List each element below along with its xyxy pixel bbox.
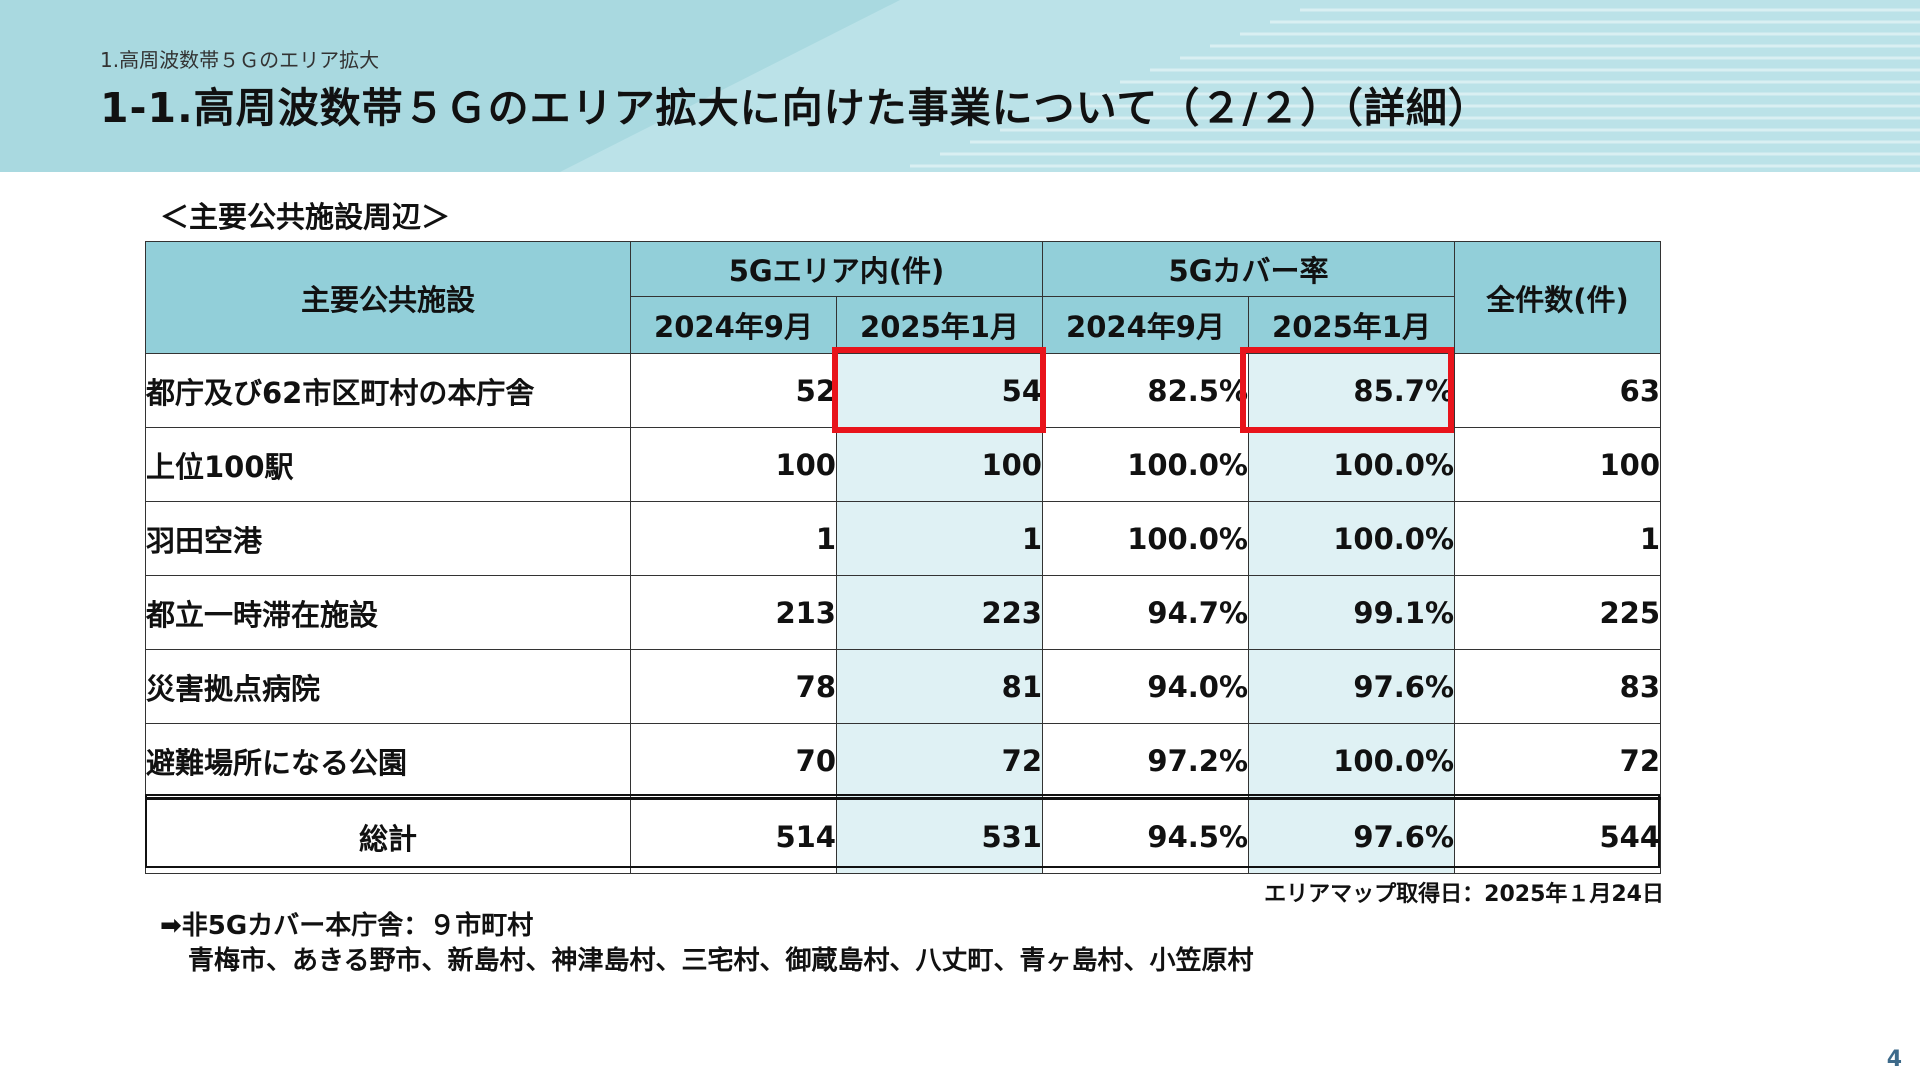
facility-name: 上位100駅 [145,427,631,502]
non-5g-note-heading: ➡非5Gカバー本庁舎：９市町村 [160,911,534,941]
cover-2025: 100.0% [1247,427,1456,502]
breadcrumb: 1.高周波数帯５Ｇのエリア拡大 [100,48,380,72]
facility-name: 都立一時滞在施設 [145,575,631,650]
cover-2024: 94.7% [1042,575,1249,650]
highlight-box-cover-2025 [1240,347,1454,433]
facility-name: 羽田空港 [145,501,631,576]
facility-name: 避難場所になる公園 [145,723,631,799]
cover-2024: 94.0% [1042,649,1249,724]
total-count: 72 [1454,723,1662,799]
area-2024: 78 [630,649,837,724]
cover-2024: 97.2% [1042,723,1249,799]
table-row: 上位100駅 100 100 100.0% 100.0% 100 [145,427,1662,502]
header-cover-group: 5Gカバー率 [1041,241,1456,297]
area-2025: 54 [836,353,1043,428]
area-2025: 72 [836,723,1043,799]
table-row: 羽田空港 1 1 100.0% 100.0% 1 [145,501,1662,576]
header-area-group: 5Gエリア内(件) [630,241,1043,297]
table-row: 都立一時滞在施設 213 223 94.7% 99.1% 225 [145,575,1662,650]
total-area-2024: 514 [630,797,837,874]
total-count-sum: 544 [1454,797,1662,874]
cover-2025: 100.0% [1247,501,1456,576]
table-row: 都庁及び62市区町村の本庁舎 52 54 82.5% 85.7% 63 [145,353,1662,428]
facility-name: 災害拠点病院 [145,649,631,724]
total-count: 225 [1454,575,1662,650]
cover-2025: 97.6% [1247,649,1456,724]
header-area-2024: 2024年9月 [630,296,837,354]
area-2025: 223 [836,575,1043,650]
header-total-count: 全件数(件) [1454,241,1662,354]
area-2025: 81 [836,649,1043,724]
total-area-2025: 531 [836,797,1043,874]
total-cover-2024: 94.5% [1042,797,1249,874]
cover-2024: 82.5% [1042,353,1249,428]
page-title: 1-1.高周波数帯５Ｇのエリア拡大に向けた事業について（２/２）（詳細） [100,84,1490,132]
total-count: 1 [1454,501,1662,576]
area-2024: 100 [630,427,837,502]
area-2025: 100 [836,427,1043,502]
facility-table: 主要公共施設 5Gエリア内(件) 5Gカバー率 全件数(件) 2024年9月 2… [145,241,1662,874]
facility-name: 都庁及び62市区町村の本庁舎 [145,353,631,428]
cover-2024: 100.0% [1042,501,1249,576]
cover-2025: 100.0% [1247,723,1456,799]
map-date-note: エリアマップ取得日：2025年１月24日 [1264,882,1664,907]
non-5g-municipality-list: 青梅市、あきる野市、新島村、神津島村、三宅村、御蔵島村、八丈町、青ヶ島村、小笠原… [188,946,1254,976]
header-facility: 主要公共施設 [145,241,631,354]
area-2024: 213 [630,575,837,650]
table-row: 避難場所になる公園 70 72 97.2% 100.0% 72 [145,723,1662,799]
cover-2025: 85.7% [1247,353,1456,428]
total-count: 100 [1454,427,1662,502]
area-2024: 70 [630,723,837,799]
area-2024: 1 [630,501,837,576]
header-stripes [560,0,1920,172]
header-cover-2025: 2025年1月 [1247,296,1456,354]
total-count: 63 [1454,353,1662,428]
page-number: 4 [1886,1047,1902,1072]
cover-2025: 99.1% [1247,575,1456,650]
area-2025: 1 [836,501,1043,576]
header-cover-2024: 2024年9月 [1042,296,1249,354]
cover-2024: 100.0% [1042,427,1249,502]
total-row: 総計 514 531 94.5% 97.6% 544 [145,797,1662,874]
area-2024: 52 [630,353,837,428]
total-cover-2025: 97.6% [1247,797,1456,874]
table-row: 災害拠点病院 78 81 94.0% 97.6% 83 [145,649,1662,724]
header-area-2025: 2025年1月 [836,296,1043,354]
total-label: 総計 [145,797,631,874]
total-count: 83 [1454,649,1662,724]
header-band: 1.高周波数帯５Ｇのエリア拡大 1-1.高周波数帯５Ｇのエリア拡大に向けた事業に… [0,0,1920,172]
section-title: ＜主要公共施設周辺＞ [160,200,451,234]
highlight-box-area-2025 [832,347,1046,433]
